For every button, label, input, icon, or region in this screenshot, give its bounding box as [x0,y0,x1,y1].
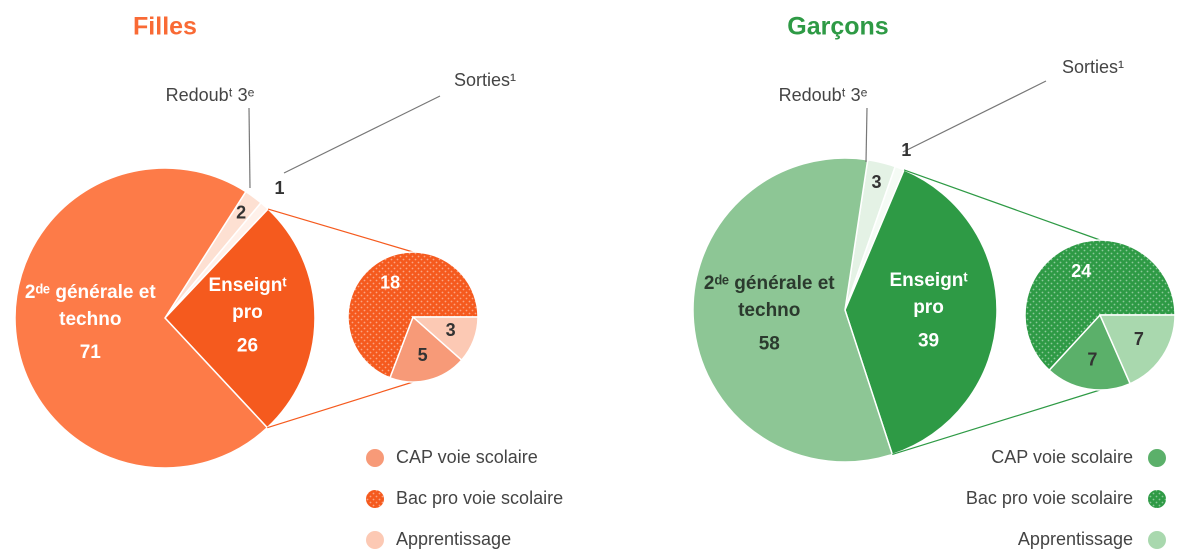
connector-line [267,208,414,253]
legend-marker [366,531,384,549]
category-label: Enseignᵗ pro [208,275,287,324]
legend-marker [366,490,384,508]
legend-marker [366,449,384,467]
subpie-slice [1024,239,1176,372]
value-label: 7 [1134,329,1144,349]
legend-marker [1148,490,1166,508]
subpie-slice [411,316,479,362]
legend-label: Bac pro voie scolaire [966,488,1133,508]
connector-line [892,389,1101,456]
subpie-slice [347,251,479,379]
category-label: 2ᵈᵉ générale et techno [24,281,156,330]
value-label: 1 [275,178,285,198]
chart-title: Filles [133,13,197,41]
category-label: Enseignᵗ pro [889,270,968,319]
value-label: 24 [1071,261,1091,281]
value-label: 2 [236,203,246,223]
category-label: Sorties¹ [454,70,516,90]
leader-line [865,107,868,163]
leader-line [283,95,441,174]
legend-label: Bac pro voie scolaire [396,488,563,508]
legend-label: CAP voie scolaire [396,447,538,467]
category-label: Redoubᵗ 3ᵉ [166,85,255,105]
category-label: Sorties¹ [1062,57,1124,77]
value-label: 18 [380,273,400,293]
leader-line [248,107,251,189]
pie-slice [14,167,269,469]
pie-slice [692,157,894,463]
pie-slice [844,168,998,456]
value-label: 7 [1087,350,1097,370]
value-label: 26 [237,335,258,356]
subpie-slice [1048,313,1132,391]
legend-marker [1148,531,1166,549]
category-label: Redoubᵗ 3ᵉ [779,85,868,105]
pie-slice [163,207,316,429]
value-label: 39 [918,330,939,351]
connector-line [267,381,414,429]
value-label: 71 [80,342,102,363]
value-label: 3 [446,320,456,340]
subpie-slice [388,315,463,383]
legend-label: Apprentissage [1018,529,1133,549]
value-label: 58 [759,333,780,354]
subpie-slice [1098,314,1176,385]
connector-line [903,169,1101,241]
chart-title: Garçons [787,13,888,41]
value-label: 1 [901,140,911,160]
leader-line [902,80,1047,153]
legend-label: CAP voie scolaire [991,447,1133,467]
legend-marker [1148,449,1166,467]
legend-label: Apprentissage [396,529,511,549]
value-label: 3 [871,172,881,192]
category-label: 2ᵈᵉ générale et techno [703,273,835,322]
value-label: 5 [418,345,428,365]
